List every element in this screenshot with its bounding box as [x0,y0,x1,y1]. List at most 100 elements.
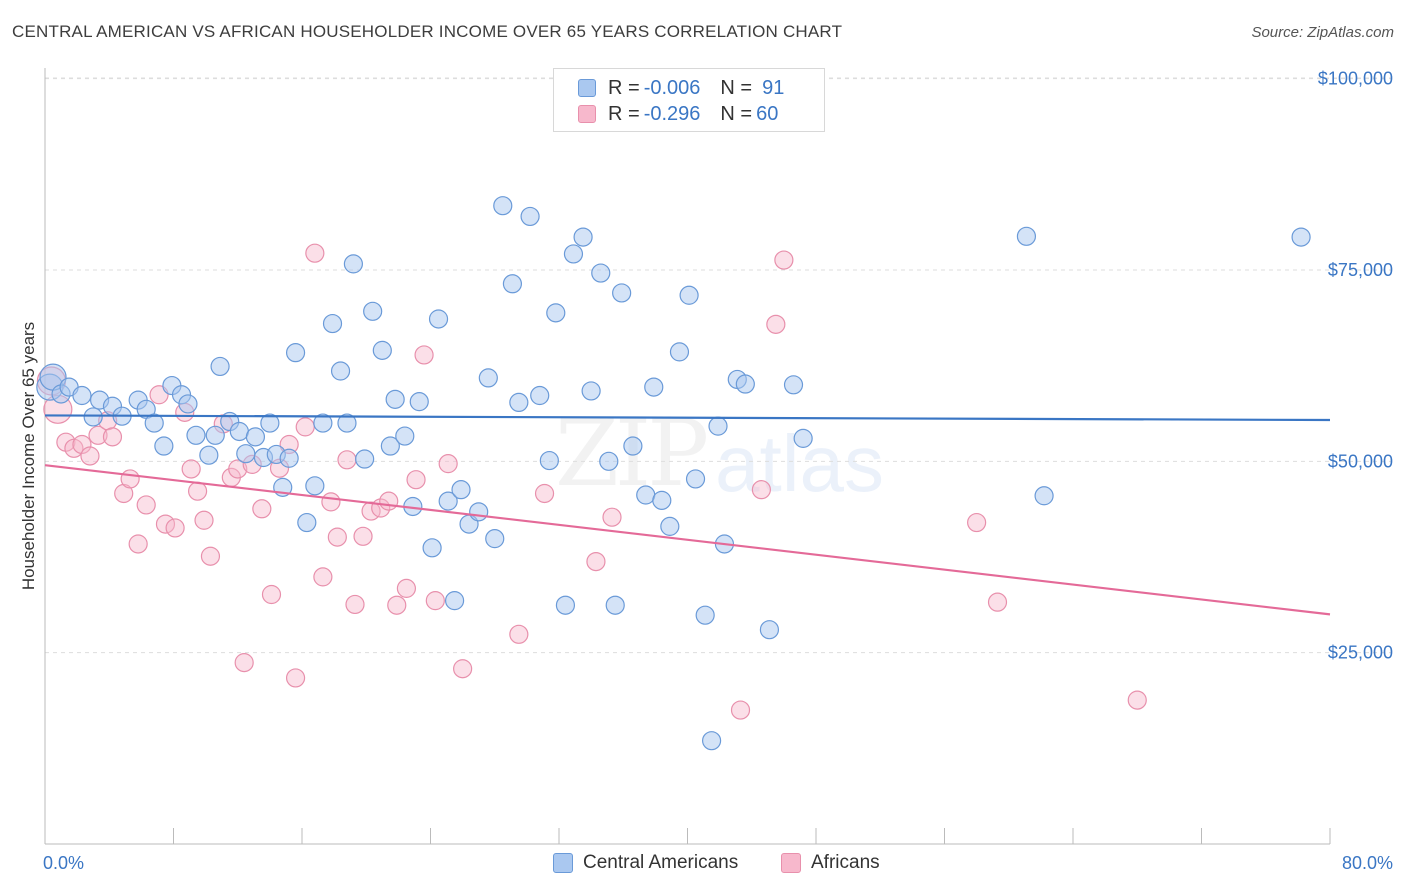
africans-point [187,481,208,501]
central-americans-point [679,285,699,305]
y-axis-label: Householder Income Over 65 years [19,322,38,590]
central-americans-point [735,374,755,394]
legend-label: Central Americans [583,852,739,873]
central-americans-swatch [578,79,596,97]
central-americans-point [409,392,429,412]
central-americans-point [605,595,625,615]
africans-point [120,469,140,489]
central-americans-point [385,389,405,409]
central-americans-point [83,407,103,427]
central-americans-trend-line [44,414,1331,422]
africans-point [128,534,148,554]
central-americans-point [520,206,540,227]
legend-label: Africans [811,852,880,873]
central-americans-point [469,502,489,522]
central-americans-point [623,436,643,456]
central-americans-point [186,425,206,445]
central-americans-point [205,425,225,445]
africans-point [337,450,357,470]
africans-point [181,459,201,479]
central-americans-point [530,385,550,406]
central-americans-point [380,436,400,456]
central-americans-point [229,421,249,442]
africans-point [194,510,214,530]
africans-point [586,551,606,572]
central-americans-point [330,361,351,381]
central-americans-point [395,426,415,446]
n-value: 60 [756,102,779,125]
central-americans-point [451,480,471,500]
central-americans-point [493,196,513,216]
grid-lines [45,77,1392,654]
africans-point [730,700,751,720]
central-americans-points [36,196,1311,751]
africans-point [1127,690,1147,710]
central-americans-point [363,301,383,321]
africans-swatch [781,853,801,873]
central-americans-point [581,381,601,401]
central-americans-point [612,283,632,303]
central-americans-point [236,444,256,464]
n-label: N = [720,76,753,99]
legend-item-central-americans: Central Americans [553,852,738,874]
central-americans-point [144,413,164,433]
africans-point [987,592,1008,612]
n-label: N = [720,102,753,125]
central-americans-point [502,274,523,294]
africans-point [136,495,156,515]
africans-points [36,243,1147,720]
central-americans-point [539,450,559,471]
central-americans-point [669,342,690,362]
central-americans-point [652,490,672,510]
africans-point [387,595,407,615]
central-americans-point [355,449,375,469]
central-americans-point [438,491,458,511]
legend-row-africans: R = -0.296 N = 60 [578,101,778,127]
africans-point [453,659,473,679]
legend-row-central-americans: R = -0.006 N = 91 [578,75,784,101]
africans-point [252,499,272,519]
central-americans-point [337,413,357,433]
central-americans-point [343,254,363,274]
central-americans-point [313,413,333,433]
r-label: R = [608,76,640,99]
r-value: -0.006 [643,76,701,99]
central-americans-point [210,356,230,377]
central-americans-point [1291,227,1311,247]
africans-point [379,491,399,511]
r-value: -0.296 [643,102,701,125]
central-americans-point [444,591,465,611]
africans-point [327,527,347,547]
africans-point [751,480,771,500]
africans-point [509,624,529,644]
africans-point [72,434,92,455]
africans-point [200,546,221,566]
africans-point [155,514,176,534]
africans-point [345,594,365,615]
central-americans-point [695,605,715,625]
africans-point [602,507,622,527]
africans-point [313,567,333,587]
central-americans-point [573,227,593,247]
central-americans-point [322,313,343,334]
central-americans-point [297,512,317,533]
central-americans-point [701,731,722,751]
central-americans-point [279,448,299,468]
africans-point [534,483,555,504]
y-tick-label: $25,000 [1328,643,1393,663]
x-tick-label: 0.0% [43,853,84,873]
central-americans-point [759,620,780,640]
africans-trend-line [44,464,1331,616]
central-americans-point [285,343,306,363]
central-americans-point [509,392,529,413]
africans-point [406,470,426,490]
africans-point [766,314,786,334]
central-americans-point [660,516,680,536]
central-americans-point [591,263,611,283]
correlation-legend: R = -0.006 N = 91 R = -0.296 N = 60 [553,68,825,132]
central-americans-point [793,428,813,448]
central-americans-point [178,394,198,414]
central-americans-point [305,476,325,496]
central-americans-point [708,416,728,436]
